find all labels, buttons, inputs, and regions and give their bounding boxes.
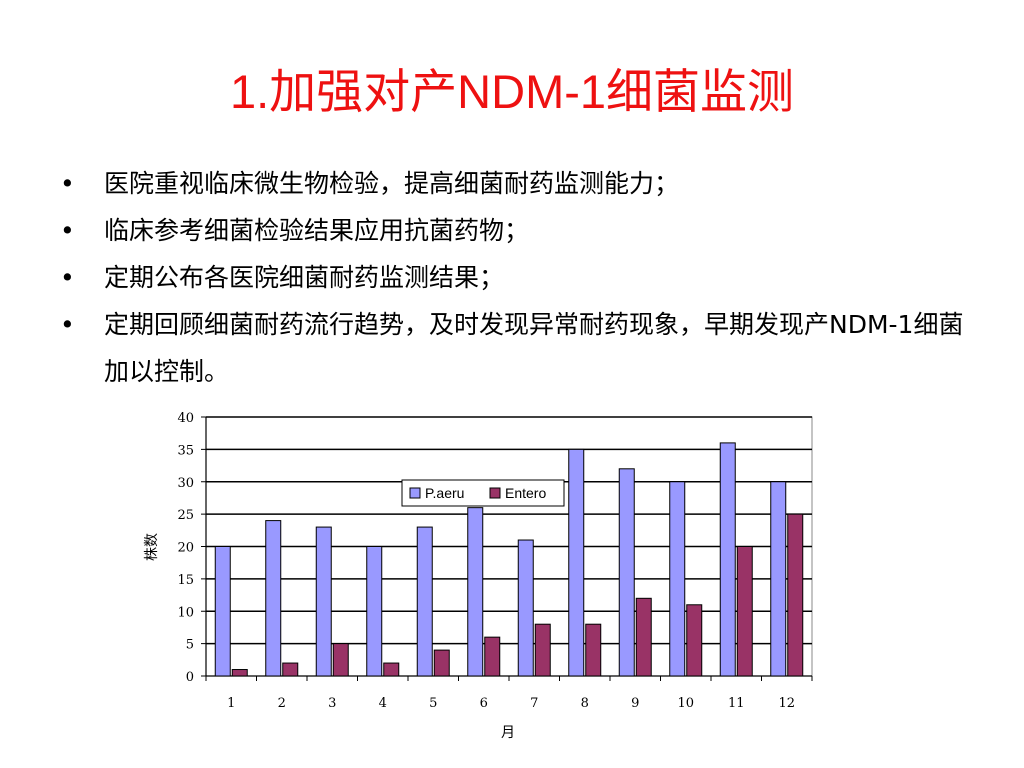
bar-p-aeru-9 (618, 468, 635, 677)
legend-swatch (409, 487, 421, 499)
y-tick-label: 20 (177, 541, 194, 556)
bullet-dot: • (60, 216, 75, 245)
bar-entero-7 (534, 623, 551, 677)
bar-p-aeru-3 (315, 526, 332, 677)
slide-title: 1.加强对产NDM-1细菌监测 (229, 65, 795, 118)
y-tick-label: 30 (177, 476, 194, 491)
y-tick-label: 10 (177, 605, 194, 620)
bar-p-aeru-2 (265, 520, 282, 677)
x-tick-label: 6 (480, 696, 488, 711)
y-tick-label: 15 (177, 573, 194, 588)
x-tick-label: 1 (227, 696, 235, 711)
legend-label: Entero (505, 485, 546, 501)
x-axis: 1 2 3 4 5 6 7 8 9 10 11 12 (205, 675, 813, 711)
bar-p-aeru-10 (669, 481, 686, 677)
bar-p-aeru-12 (770, 481, 787, 677)
x-tick-label: 4 (379, 696, 387, 711)
bar-entero-1 (231, 669, 248, 677)
bullet-item: • 临床参考细菌检验结果应用抗菌药物； (58, 207, 978, 254)
bar-entero-2 (282, 662, 299, 677)
bars (214, 442, 804, 677)
bullet-dot: • (60, 310, 75, 339)
y-axis-label: 株数 (144, 533, 160, 561)
bar-entero-4 (383, 662, 400, 677)
legend-box (401, 479, 565, 507)
bar-entero-3 (332, 643, 349, 677)
x-tick-label: 5 (429, 696, 437, 711)
x-tick-label: 11 (728, 696, 745, 711)
x-tick-label: 3 (328, 696, 336, 711)
bullet-text: 定期公布各医院细菌耐药监测结果； (104, 263, 505, 292)
bullet-item: • 定期回顾细菌耐药流行趋势，及时发现异常耐药现象，早期发现产NDM-1细菌加以控… (58, 301, 964, 395)
x-tick-label: 9 (631, 696, 639, 711)
x-tick-label: 7 (530, 696, 538, 711)
y-tick-label: 25 (177, 508, 194, 523)
bullet-dot: • (60, 169, 75, 198)
bar-entero-11 (736, 546, 753, 677)
bullet-list: • 医院重视临床微生物检验，提高细菌耐药监测能力； • 临床参考细菌检验结果应用抗菌… (58, 160, 978, 395)
legend-label: P.aeru (425, 485, 464, 501)
x-tick-label: 8 (581, 696, 589, 711)
bullet-item: • 医院重视临床微生物检验，提高细菌耐药监测能力； (58, 160, 978, 207)
y-tick-label: 5 (186, 638, 194, 653)
bar-p-aeru-1 (214, 546, 231, 677)
x-axis-label: 月 (501, 725, 515, 741)
bullet-text: 定期回顾细菌耐药流行趋势，及时发现异常耐药现象，早期发现产NDM-1细菌加以控制… (104, 310, 964, 386)
y-tick-label: 0 (186, 670, 194, 685)
bar-p-aeru-4 (366, 546, 383, 677)
legend: P.aeru Entero (401, 479, 565, 507)
bar-entero-9 (635, 597, 652, 677)
y-tick-label: 40 (177, 411, 194, 426)
bullet-item: • 定期公布各医院细菌耐药监测结果； (58, 254, 978, 301)
bullet-dot: • (60, 263, 75, 292)
bar-p-aeru-5 (416, 526, 433, 677)
x-tick-label: 2 (278, 696, 286, 711)
bullet-text: 医院重视临床微生物检验，提高细菌耐药监测能力； (104, 169, 680, 198)
x-tick-label: 10 (677, 696, 694, 711)
bar-entero-8 (585, 623, 602, 677)
plot-area (205, 416, 813, 677)
bar-p-aeru-11 (719, 442, 736, 677)
bar-p-aeru-8 (568, 448, 585, 677)
y-tick-label: 35 (177, 443, 194, 458)
legend-swatch (489, 487, 501, 499)
bullet-text: 临床参考细菌检验结果应用抗菌药物； (104, 216, 530, 245)
bar-entero-6 (484, 636, 501, 677)
bar-p-aeru-6 (467, 507, 484, 677)
bar-entero-12 (787, 513, 804, 677)
bar-entero-5 (433, 649, 450, 677)
bar-entero-10 (686, 604, 703, 677)
x-tick-label: 12 (778, 696, 795, 711)
y-axis: 0 5 10 15 20 25 30 35 40 (177, 411, 207, 685)
bar-p-aeru-7 (517, 539, 534, 677)
